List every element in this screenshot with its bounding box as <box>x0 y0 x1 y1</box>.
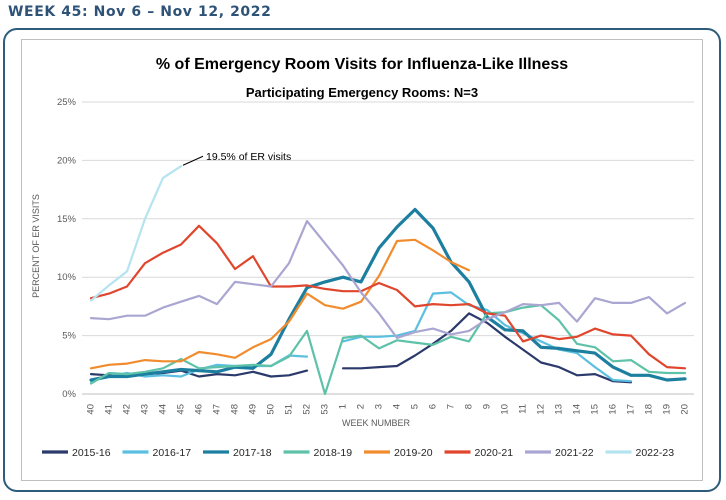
x-tick-label: 20 <box>680 404 691 415</box>
x-tick-label: 10 <box>500 404 511 415</box>
x-tick-label: 17 <box>626 404 637 415</box>
x-tick-label: 46 <box>194 404 205 415</box>
x-tick-label: 52 <box>302 404 313 415</box>
x-tick-label: 13 <box>554 404 565 415</box>
legend-label: 2020-21 <box>475 447 514 459</box>
y-tick-label: 25% <box>57 97 77 108</box>
series-line-2022-23 <box>89 165 183 302</box>
legend-label: 2022-23 <box>636 447 675 459</box>
x-tick-label: 9 <box>482 404 493 409</box>
x-tick-label: 7 <box>446 404 457 409</box>
x-tick-label: 48 <box>230 404 241 415</box>
legend-label: 2019-20 <box>394 447 433 459</box>
y-tick-label: 0% <box>62 389 76 400</box>
annotation-label: 19.5% of ER visits <box>206 151 291 163</box>
y-axis-label: PERCENT OF ER VISITS <box>31 194 41 298</box>
series-line-2019-20 <box>89 238 471 370</box>
x-tick-label: 18 <box>644 404 655 415</box>
legend-label: 2016-17 <box>153 447 192 459</box>
y-tick-label: 5% <box>62 331 76 342</box>
legend-label: 2021-22 <box>555 447 594 459</box>
x-tick-label: 12 <box>536 404 547 415</box>
x-tick-label: 14 <box>572 404 583 415</box>
x-tick-label: 2 <box>356 404 367 409</box>
x-tick-label: 19 <box>662 404 673 415</box>
x-tick-label: 16 <box>608 404 619 415</box>
x-tick-label: 47 <box>212 404 223 415</box>
x-tick-label: 3 <box>374 404 385 409</box>
week-header: WEEK 45: Nov 6 – Nov 12, 2022 <box>8 4 272 20</box>
legend-label: 2018-19 <box>314 447 353 459</box>
y-tick-label: 10% <box>57 272 77 283</box>
legend-label: 2017-18 <box>233 447 272 459</box>
x-tick-label: 6 <box>428 404 439 409</box>
x-tick-label: 41 <box>104 404 115 415</box>
series-line-2018-19 <box>89 304 687 396</box>
x-tick-label: 11 <box>518 404 529 414</box>
x-tick-label: 5 <box>410 404 421 409</box>
x-tick-label: 40 <box>86 404 97 415</box>
annotation-leader <box>182 155 204 166</box>
y-tick-label: 20% <box>57 155 77 166</box>
x-tick-label: 49 <box>248 404 259 415</box>
series-line-2021-22 <box>89 220 687 339</box>
x-tick-label: 15 <box>590 404 601 415</box>
x-tick-label: 8 <box>464 404 475 409</box>
x-tick-label: 43 <box>140 404 151 415</box>
chart-title: % of Emergency Room Visits for Influenza… <box>156 56 568 73</box>
x-axis-label: WEEK NUMBER <box>342 418 411 428</box>
x-tick-label: 51 <box>284 404 295 415</box>
x-tick-label: 4 <box>392 404 403 409</box>
series-line-2020-21 <box>89 224 687 370</box>
x-tick-label: 1 <box>338 404 349 409</box>
report-panel: % of Emergency Room Visits for Influenza… <box>3 28 721 492</box>
chart-frame: % of Emergency Room Visits for Influenza… <box>21 39 703 481</box>
x-tick-label: 42 <box>122 404 133 415</box>
ili-line-chart: % of Emergency Room Visits for Influenza… <box>31 56 694 459</box>
x-tick-label: 53 <box>320 404 331 415</box>
chart-subtitle: Participating Emergency Rooms: N=3 <box>246 85 478 100</box>
series-line-2017-18 <box>89 207 687 382</box>
x-tick-label: 45 <box>176 404 187 415</box>
y-tick-label: 15% <box>57 214 77 225</box>
legend-label: 2015-16 <box>72 447 111 459</box>
x-tick-label: 44 <box>158 404 169 415</box>
x-tick-label: 50 <box>266 404 277 415</box>
